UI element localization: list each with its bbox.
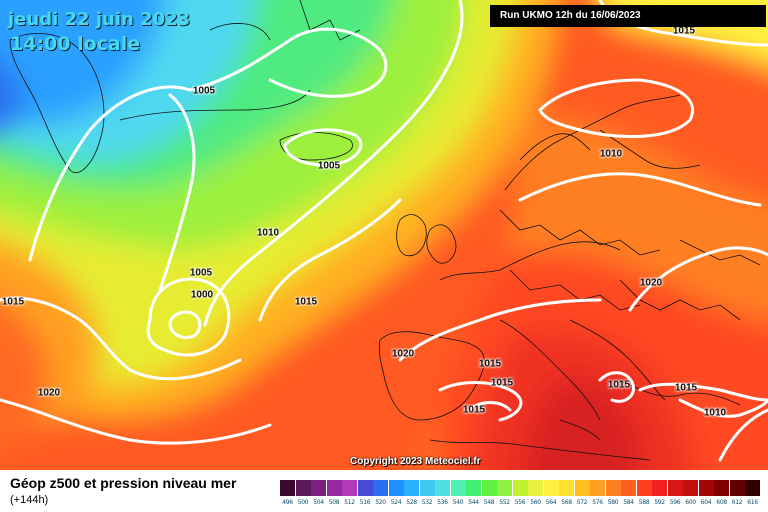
isobar-label: 1015	[478, 358, 502, 370]
scale-tick-label: 508	[328, 499, 340, 506]
scale-tick-label: 576	[592, 499, 603, 506]
scale-tick-label: 496	[282, 499, 293, 506]
isobar-label: 1010	[703, 407, 727, 419]
scale-swatch	[652, 480, 667, 496]
scale-tick-label: 500	[297, 499, 309, 506]
copyright-notice: Copyright 2023 Meteociel.fr	[350, 456, 481, 467]
scale-swatch	[280, 480, 295, 496]
scale-swatch	[450, 480, 466, 496]
scale-swatch	[404, 480, 419, 496]
model-run-info: Run UKMO 12h du 16/06/2023	[490, 5, 766, 27]
scale-swatch	[326, 480, 342, 496]
scale-swatch	[667, 480, 683, 496]
scale-tick-label: 608	[716, 499, 727, 506]
scale-swatch	[605, 480, 621, 496]
scale-tick-label: 592	[654, 499, 665, 506]
scale-swatch	[497, 480, 512, 496]
weather-map: 1015 1005 1005 1010 1010 1005 1000 1015 …	[0, 0, 768, 470]
coastlines	[9, 0, 761, 461]
scale-tick-label: 524	[390, 499, 402, 506]
isobar-label: 1015	[674, 382, 698, 394]
scale-tick-label: 540	[452, 499, 464, 506]
scale-tick-label: 564	[545, 499, 557, 506]
scale-swatch	[590, 480, 605, 496]
scale-swatch	[311, 480, 326, 496]
isobar-label: 1010	[256, 227, 280, 239]
isobar-label: 1020	[639, 277, 663, 289]
scale-swatch	[466, 480, 481, 496]
scale-tick-label: 596	[669, 499, 681, 506]
scale-swatch	[714, 480, 729, 496]
isobar-label: 1015	[462, 404, 486, 416]
scale-tick-label: 600	[685, 499, 696, 506]
scale-tick-label: 512	[344, 499, 355, 506]
scale-tick-label: 568	[561, 499, 572, 506]
scale-swatch	[512, 480, 528, 496]
isobar-label: 1005	[189, 267, 213, 279]
scale-tick-label: 584	[623, 499, 634, 506]
scale-swatch	[683, 480, 698, 496]
scale-tick-label: 536	[437, 499, 448, 506]
scale-tick-label: 552	[499, 499, 510, 506]
isobar-label: 1015	[1, 296, 25, 308]
scale-swatch	[373, 480, 388, 496]
scale-tick-label: 588	[638, 499, 650, 506]
scale-swatch	[435, 480, 450, 496]
scale-tick-label: 528	[406, 499, 417, 506]
scale-swatch	[528, 480, 543, 496]
isobar-label: 1020	[37, 387, 61, 399]
scale-swatch	[559, 480, 574, 496]
scale-tick-label: 560	[530, 499, 541, 506]
scale-swatch	[698, 480, 714, 496]
scale-tick-label: 504	[313, 499, 324, 506]
scale-tick-label: 532	[421, 499, 433, 506]
scale-swatch	[481, 480, 497, 496]
isobar-label: 1015	[294, 296, 318, 308]
lead-time: (+144h)	[10, 494, 49, 506]
scale-tick-label: 604	[700, 499, 712, 506]
scale-tick-label: 520	[375, 499, 386, 506]
scale-swatch	[342, 480, 357, 496]
isobar-label: 1005	[192, 85, 216, 97]
scale-swatch	[574, 480, 590, 496]
scale-swatch	[543, 480, 559, 496]
scale-swatch	[295, 480, 311, 496]
scale-swatch	[621, 480, 636, 496]
scale-tick-label: 612	[731, 499, 743, 506]
isobar-label: 1000	[190, 289, 214, 301]
isobar-label: 1005	[317, 160, 341, 172]
scale-swatch	[729, 480, 745, 496]
scale-tick-label: 616	[747, 499, 758, 506]
scale-swatch	[357, 480, 373, 496]
scale-tick-label: 516	[359, 499, 371, 506]
scale-tick-label: 548	[483, 499, 495, 506]
scale-tick-label: 544	[468, 499, 479, 506]
isobar-label: 1015	[672, 25, 696, 37]
isobar-label: 1010	[599, 148, 623, 160]
scale-swatch	[745, 480, 760, 496]
scale-swatch	[419, 480, 435, 496]
forecast-date: jeudi 22 juin 2023	[8, 9, 191, 30]
scale-tick-label: 572	[576, 499, 588, 506]
scale-tick-label: 580	[607, 499, 619, 506]
map-title: Géop z500 et pression niveau mer	[10, 475, 237, 491]
scale-swatch	[636, 480, 652, 496]
forecast-time: 14:00 locale	[10, 33, 141, 55]
isobar-label: 1015	[490, 377, 514, 389]
scale-tick-label: 556	[514, 499, 526, 506]
scale-swatch	[388, 480, 404, 496]
isobar-label: 1015	[607, 379, 631, 391]
legend-bar: Géop z500 et pression niveau mer (+144h)…	[0, 470, 768, 512]
isobar-label: 1020	[391, 348, 415, 360]
